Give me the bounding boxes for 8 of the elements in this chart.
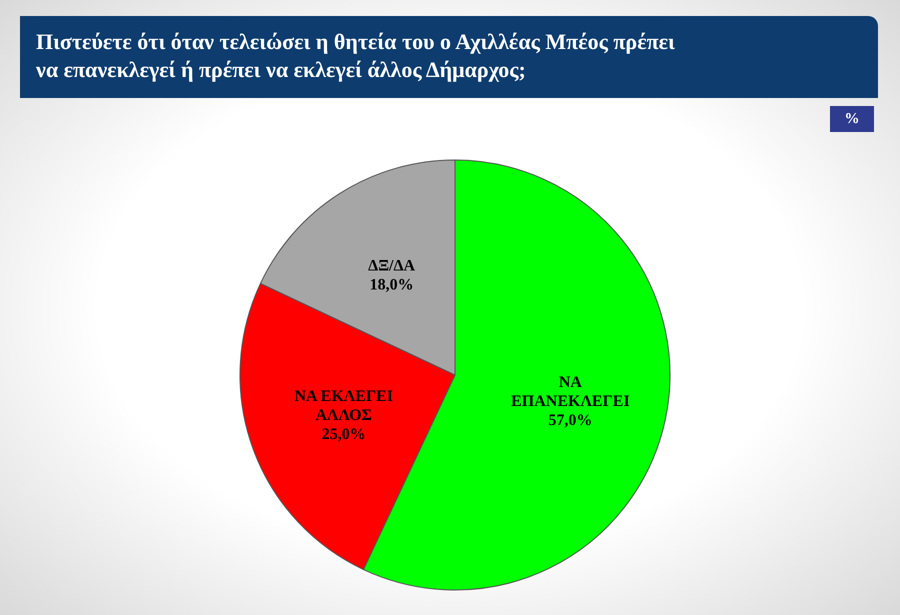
slice-label: ΝΑ ΕΚΛΕΓΕΙ ΑΛΛΟΣ: [294, 388, 394, 424]
data-label: 57,0%: [548, 411, 592, 428]
data-label: 18,0%: [370, 276, 414, 294]
slice-label: ΔΞ/ΔΑ: [368, 257, 416, 274]
data-label: 25,0%: [322, 426, 366, 443]
chart-title: Πιστεύετε ότι όταν τελειώσει η θητεία του ο Αχιλλέας Μπέος πρέπει να επανεκλεγεί ή πρέπει να εκλεγεί άλλος Δήμαρχος;: [36, 28, 676, 84]
slice-label: ΝΑ ΕΠΑΝΕΚΛΕΓΕΙ: [511, 373, 630, 410]
text: %: [830, 106, 874, 132]
